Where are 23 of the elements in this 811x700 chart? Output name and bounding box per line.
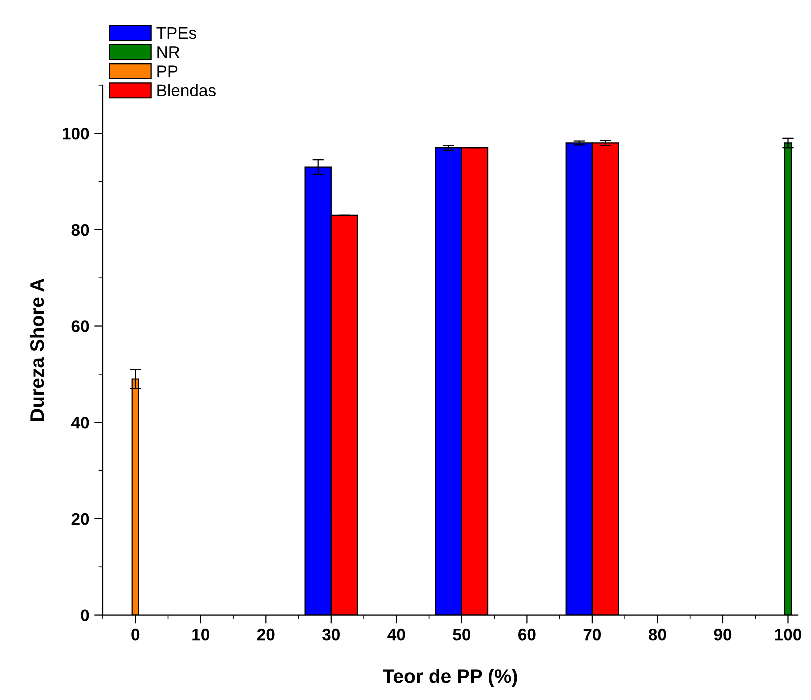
x-tick-label: 50 [453, 628, 471, 641]
y-axis-title: Dureza Shore A [30, 278, 44, 422]
x-axis-title: Teor de PP (%) [383, 669, 518, 688]
x-tick-label: 80 [648, 628, 666, 641]
x-tick-label: 10 [192, 628, 210, 641]
x-tick-label: 60 [518, 628, 536, 641]
y-tick-label: 80 [72, 224, 90, 236]
y-tick-label: 20 [72, 513, 90, 526]
y-tick-label: 60 [72, 320, 90, 332]
y-tick-label: 40 [72, 417, 90, 429]
legend-label: Blendas [158, 84, 216, 97]
x-tick-label: 40 [388, 628, 406, 641]
x-tick-label: 30 [322, 628, 340, 641]
legend-label: NR [158, 46, 180, 58]
legend-label: TPEs [156, 28, 196, 40]
y-tick-label: 100 [63, 128, 90, 140]
x-tick-label: 70 [584, 628, 602, 641]
x-tick-label: 90 [714, 628, 732, 641]
y-tick-label: 0 [81, 610, 90, 622]
legend-label: PP [158, 66, 178, 78]
x-tick-label: 20 [257, 628, 275, 641]
x-tick-label: 100 [775, 628, 802, 641]
x-tick-label: 0 [132, 628, 140, 641]
